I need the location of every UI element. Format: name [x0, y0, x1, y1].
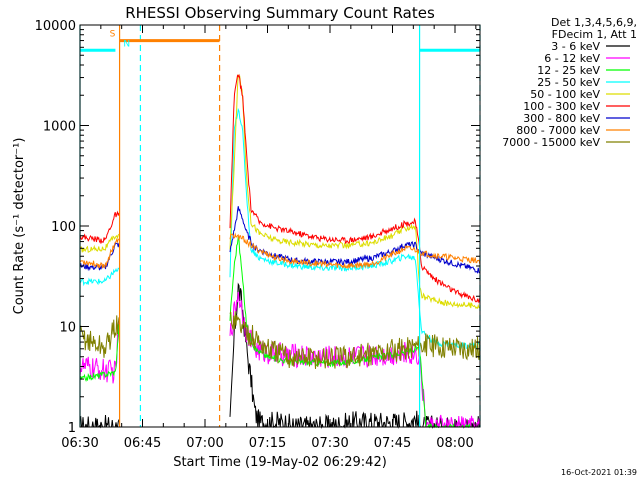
legend-entry-label: 100 - 300 keV	[523, 100, 600, 113]
legend-entry-label: 300 - 800 keV	[523, 112, 600, 125]
flag-label: N	[123, 39, 130, 49]
axis-ticks: 06:30 06:45 07:00 07:15 07:30 07:45 08:00 1 10 10…	[35, 19, 480, 451]
x-tick-label: 06:30	[61, 436, 98, 451]
series-line	[79, 73, 481, 304]
legend-entry-label: 12 - 25 keV	[537, 64, 600, 77]
legend-entry-label: 800 - 7000 keV	[516, 124, 600, 137]
y-tick-label: 1000	[43, 120, 76, 135]
flag-label: S	[110, 30, 116, 40]
legend-header: Det 1,3,4,5,6,9,	[551, 16, 637, 29]
timestamp: 16-Oct-2021 01:39	[561, 468, 637, 477]
x-tick-label: 08:00	[436, 436, 473, 451]
legend-entry-label: 7000 - 15000 keV	[502, 136, 600, 149]
x-tick-label: 07:15	[249, 436, 286, 451]
y-tick-label: 1	[68, 421, 76, 436]
y-tick-label: 100	[51, 220, 76, 235]
x-axis-label: Start Time (19-May-02 06:29:42)	[173, 455, 387, 470]
legend-entry-label: 3 - 6 keV	[551, 40, 600, 53]
legend: Det 1,3,4,5,6,9,FDecim 1, Att 13 - 6 keV…	[502, 16, 637, 149]
legend-entry-label: 6 - 12 keV	[544, 52, 600, 65]
series-line	[79, 206, 480, 274]
x-tick-label: 07:00	[186, 436, 223, 451]
chart-title: RHESSI Observing Summary Count Rates	[125, 4, 435, 22]
x-tick-label: 06:45	[124, 436, 161, 451]
legend-entry-label: 50 - 100 keV	[530, 88, 600, 101]
legend-header: FDecim 1, Att 1	[552, 28, 637, 41]
series-line	[79, 74, 480, 310]
legend-entry-label: 25 - 50 keV	[537, 76, 600, 89]
y-tick-label: 10000	[35, 19, 76, 34]
x-tick-label: 07:30	[311, 436, 348, 451]
x-tick-label: 07:45	[374, 436, 411, 451]
series-line	[79, 232, 481, 270]
y-tick-label: 10	[59, 321, 76, 336]
series-line	[79, 311, 481, 370]
y-axis-label: Count Rate (s⁻¹ detector⁻¹)	[12, 138, 27, 315]
plot-area: SN	[79, 25, 481, 429]
